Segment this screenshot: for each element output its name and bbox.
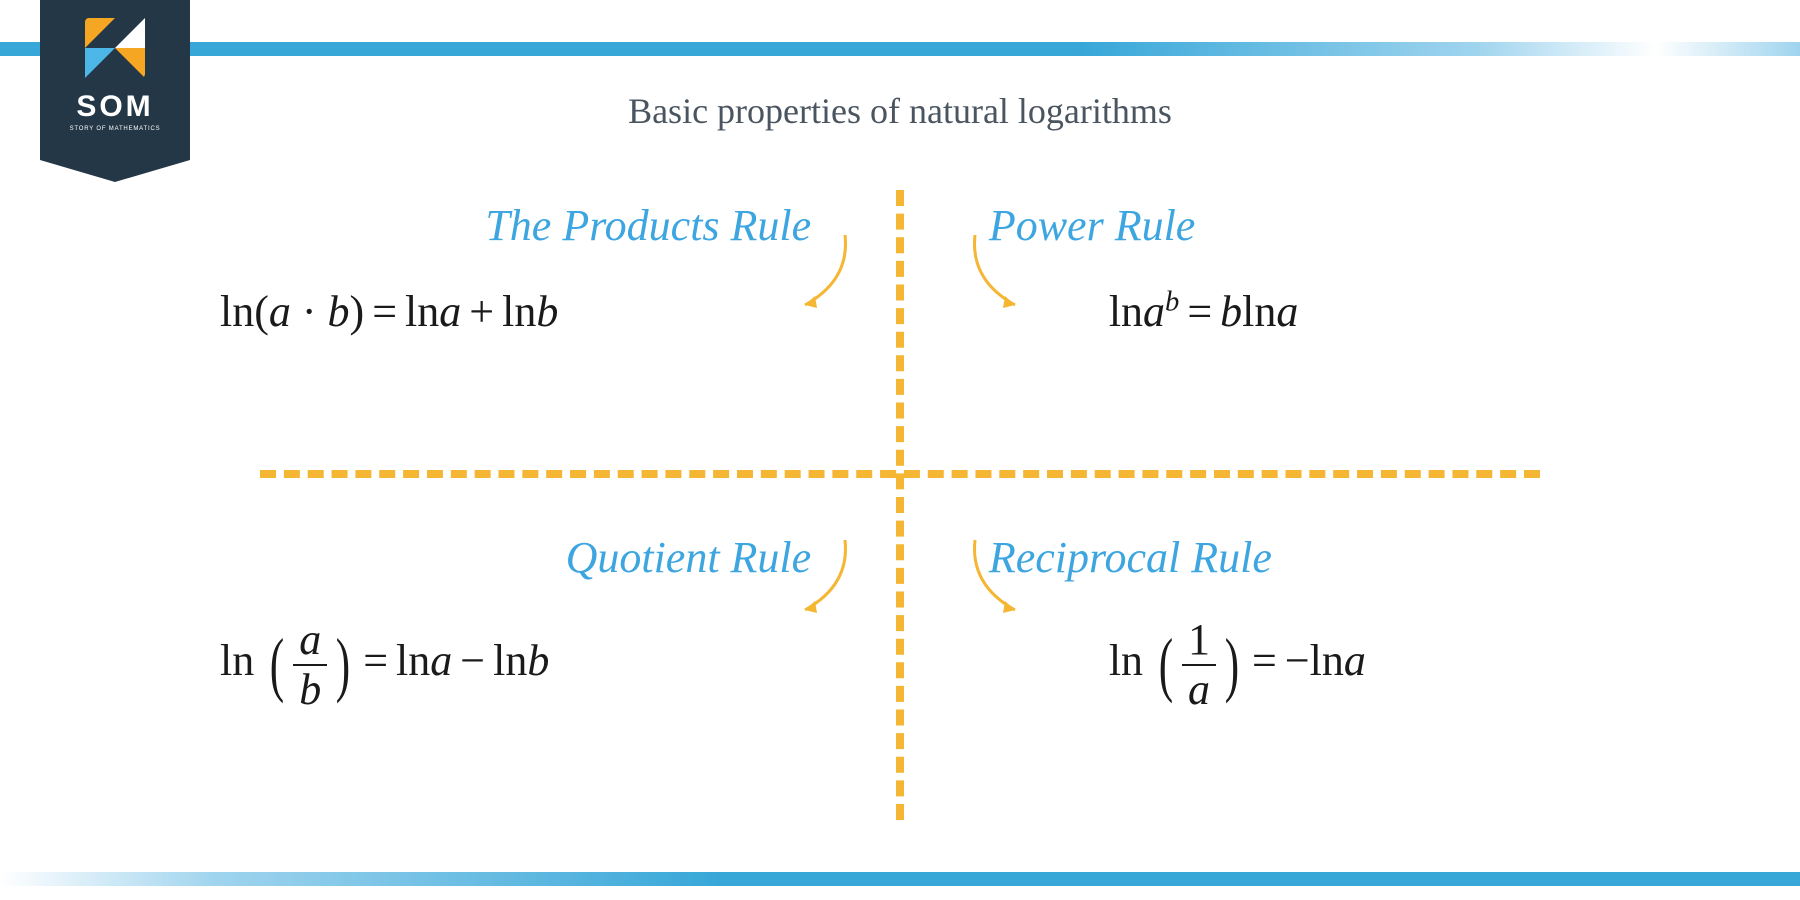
reciprocal-rule-panel: Reciprocal Rule ln (1a)=−lna: [929, 532, 1620, 820]
quotient-rule-title: Quotient Rule: [180, 532, 871, 583]
brand-tagline: STORY OF MATHEMATICS: [70, 126, 161, 132]
page-title: Basic properties of natural logarithms: [0, 90, 1800, 132]
brand-name: SOM: [76, 90, 153, 124]
rules-grid: The Products Rule ln(a · b)=lna+lnb Powe…: [180, 180, 1620, 820]
product-rule-panel: The Products Rule ln(a · b)=lna+lnb: [180, 200, 871, 488]
product-rule-title: The Products Rule: [180, 200, 871, 251]
brand-logo-icon: [85, 18, 145, 78]
power-rule-panel: Power Rule lnab=blna: [929, 200, 1620, 488]
reciprocal-rule-title: Reciprocal Rule: [929, 532, 1620, 583]
quotient-rule-formula: ln (ab)=lna−lnb: [180, 618, 871, 712]
bottom-accent-bar: [0, 872, 1800, 886]
brand-badge: SOM STORY OF MATHEMATICS: [40, 0, 190, 160]
product-rule-formula: ln(a · b)=lna+lnb: [180, 286, 871, 337]
reciprocal-rule-formula: ln (1a)=−lna: [929, 618, 1620, 712]
top-accent-bar: [0, 42, 1800, 56]
power-rule-title: Power Rule: [929, 200, 1620, 251]
quotient-rule-panel: Quotient Rule ln (ab)=lna−lnb: [180, 532, 871, 820]
power-rule-formula: lnab=blna: [929, 286, 1620, 337]
